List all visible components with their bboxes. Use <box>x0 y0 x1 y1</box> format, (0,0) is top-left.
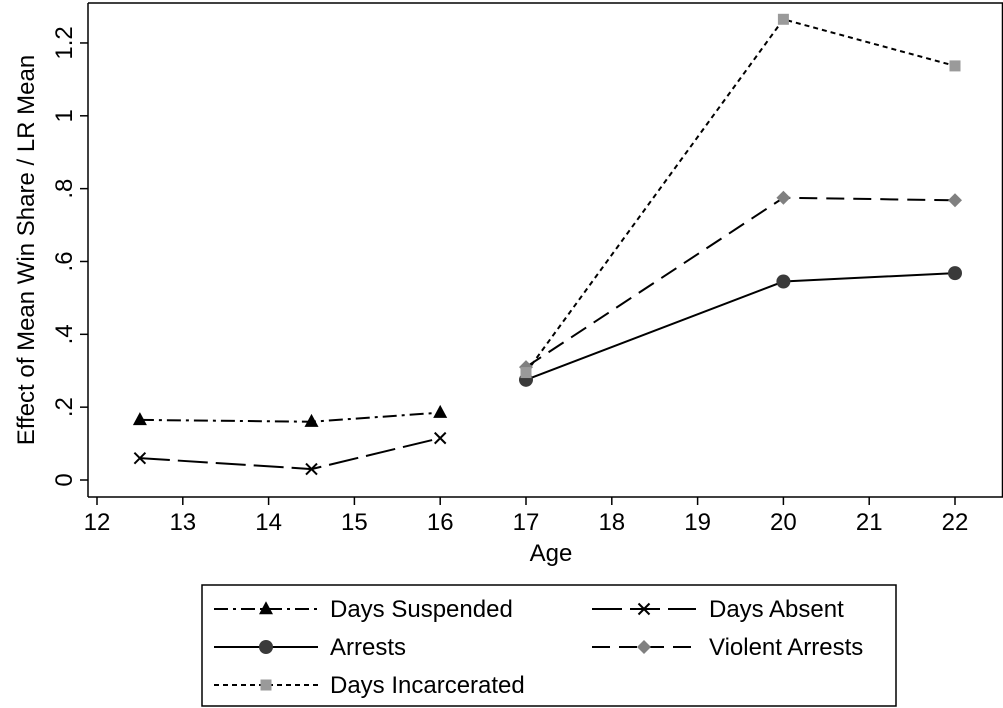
series-layer <box>132 13 962 476</box>
series-violent-arrests <box>519 190 962 375</box>
data-point <box>776 274 791 289</box>
legend-marker <box>637 640 651 654</box>
plot-area <box>88 2 1003 497</box>
data-point <box>520 367 532 379</box>
y-tick-label: .4 <box>51 324 78 344</box>
x-tick-label: 21 <box>856 509 883 536</box>
legend-item: Violent Arrests <box>592 634 863 661</box>
x-tick-label: 17 <box>513 509 540 536</box>
y-axis: 0 .2 .4 .6 .8 1 1.2 <box>51 3 89 497</box>
legend-item: Arrests <box>214 634 406 661</box>
y-tick-label: 0 <box>51 473 78 486</box>
y-tick-label: .8 <box>51 179 78 199</box>
data-point <box>948 266 962 281</box>
data-point <box>948 193 962 208</box>
legend-marker <box>260 679 272 691</box>
legend-label: Violent Arrests <box>709 634 863 661</box>
data-point <box>777 13 789 25</box>
data-point <box>433 431 447 445</box>
legend-marker <box>637 602 651 616</box>
x-tick-label: 20 <box>770 509 797 536</box>
data-point <box>305 462 318 476</box>
series-arrests <box>519 266 962 387</box>
x-tick-label: 18 <box>598 509 625 536</box>
x-tick-label: 16 <box>427 509 454 536</box>
x-tick-label: 12 <box>84 509 111 536</box>
x-tick-label: 19 <box>684 509 711 536</box>
series-days-suspended <box>132 404 448 427</box>
legend-marker <box>259 601 273 615</box>
series-line <box>139 411 441 423</box>
data-point <box>132 412 147 426</box>
data-point <box>304 413 319 427</box>
x-axis: 12 13 14 15 16 17 18 19 20 21 22 <box>84 496 1003 536</box>
series-line <box>525 18 956 374</box>
series-line <box>139 437 441 471</box>
legend-item: Days Suspended <box>214 596 513 623</box>
x-tick-label: 14 <box>255 509 282 536</box>
x-tick-label: 15 <box>341 509 368 536</box>
legend-label: Arrests <box>330 634 406 661</box>
series-line <box>525 272 956 381</box>
x-tick-label: 22 <box>942 509 969 536</box>
y-tick-label: .2 <box>51 397 78 417</box>
legend-label: Days Incarcerated <box>330 672 525 699</box>
y-tick-label: .6 <box>51 251 78 271</box>
legend-label: Days Absent <box>709 596 844 623</box>
y-tick-label: 1.2 <box>51 26 78 59</box>
y-axis-title: Effect of Mean Win Share / LR Mean <box>13 55 40 445</box>
data-point <box>133 451 147 465</box>
legend-item: Days Absent <box>592 596 844 623</box>
legend-item: Days Incarcerated <box>214 672 525 699</box>
x-tick-label: 13 <box>169 509 196 536</box>
series-days-incarcerated <box>520 13 961 379</box>
data-point <box>776 190 791 205</box>
legend-marker <box>259 640 273 654</box>
legend: Days Suspended Days Absent Arrests Violent … <box>201 584 897 707</box>
data-point <box>949 60 961 72</box>
x-axis-title: Age <box>530 540 573 567</box>
series-days-absent <box>133 431 447 476</box>
data-point <box>433 404 448 418</box>
legend-label: Days Suspended <box>330 596 513 623</box>
series-line <box>525 196 956 368</box>
y-tick-label: 1 <box>51 109 78 122</box>
